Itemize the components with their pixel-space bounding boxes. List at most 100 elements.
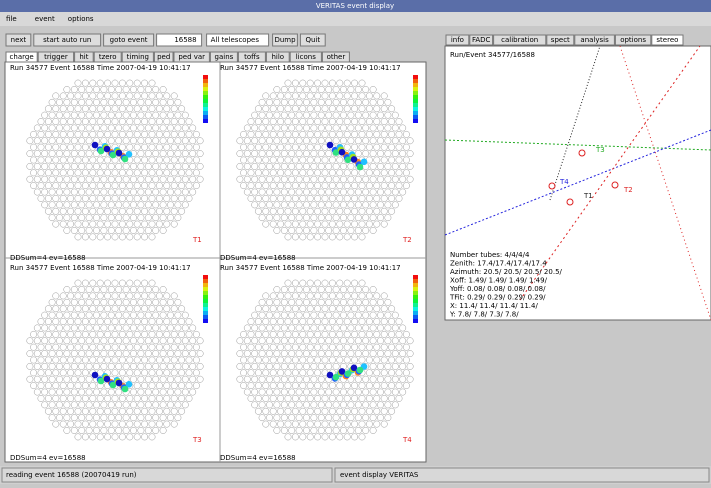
camera-pixel bbox=[163, 395, 171, 402]
camera-pixel bbox=[358, 105, 366, 113]
button[interactable] bbox=[299, 33, 326, 47]
camera-pixel bbox=[384, 388, 392, 396]
tab-label[interactable]: FADC bbox=[472, 36, 491, 44]
camera-pixel bbox=[295, 150, 303, 158]
camera-pixel bbox=[59, 420, 67, 428]
camera-pixel bbox=[167, 375, 174, 383]
tab-label[interactable]: licons bbox=[296, 53, 316, 61]
telescope-select-label[interactable]: All telescopes bbox=[211, 36, 260, 44]
event-number[interactable]: 16588 bbox=[174, 36, 196, 44]
camera-pixel bbox=[89, 382, 97, 390]
tab[interactable] bbox=[546, 34, 575, 46]
tab-label[interactable]: info bbox=[451, 36, 464, 44]
hit-pixel bbox=[338, 148, 346, 156]
camera-pixel bbox=[59, 130, 67, 138]
menu-item[interactable]: options bbox=[68, 15, 94, 23]
camera-pixel bbox=[189, 150, 197, 158]
button[interactable] bbox=[5, 33, 32, 47]
button-label[interactable]: Quit bbox=[305, 36, 320, 44]
tab[interactable] bbox=[614, 34, 652, 46]
button-label[interactable]: goto event bbox=[110, 36, 148, 44]
camera-pixel bbox=[369, 162, 377, 170]
tab[interactable] bbox=[153, 51, 174, 63]
button-label[interactable]: next bbox=[11, 36, 27, 44]
camera-pixel bbox=[369, 362, 377, 370]
camera-pixel bbox=[328, 130, 336, 138]
camera-pixel bbox=[262, 143, 270, 151]
tab-label[interactable]: gains bbox=[215, 53, 234, 61]
button[interactable] bbox=[33, 33, 102, 47]
camera-pixel bbox=[170, 292, 178, 300]
tab[interactable] bbox=[74, 51, 94, 63]
tab[interactable] bbox=[209, 51, 238, 63]
camera-pixel bbox=[141, 330, 149, 338]
camera-pixel bbox=[59, 156, 67, 164]
tab-label[interactable]: stereo bbox=[656, 36, 678, 44]
camera-pixel bbox=[56, 324, 63, 332]
tab[interactable] bbox=[237, 51, 266, 63]
tab[interactable] bbox=[265, 51, 290, 63]
tab[interactable] bbox=[121, 51, 154, 63]
camera-pixel bbox=[118, 330, 126, 338]
tab[interactable] bbox=[37, 51, 75, 63]
tab-label[interactable]: ped bbox=[157, 53, 170, 61]
camera-pixel bbox=[314, 305, 322, 313]
tab-label[interactable]: calibration bbox=[501, 36, 538, 44]
button-label[interactable]: start auto run bbox=[43, 36, 91, 44]
tab-label[interactable]: analysis bbox=[580, 36, 609, 44]
tab[interactable] bbox=[5, 51, 38, 63]
camera-pixel bbox=[362, 324, 370, 332]
tab-label[interactable]: options bbox=[620, 36, 646, 44]
button[interactable] bbox=[103, 33, 155, 47]
tab-label[interactable]: hit bbox=[79, 53, 88, 61]
tab[interactable] bbox=[93, 51, 122, 63]
camera-pixel bbox=[277, 169, 285, 177]
camera-pixel bbox=[303, 175, 310, 183]
tab-label[interactable]: trigger bbox=[44, 53, 68, 61]
tab[interactable] bbox=[574, 34, 615, 46]
menu-item[interactable]: event bbox=[35, 15, 55, 23]
camera-pixel bbox=[141, 79, 149, 87]
camera-pixel bbox=[148, 407, 156, 415]
button[interactable] bbox=[272, 33, 298, 47]
tab[interactable] bbox=[321, 51, 350, 63]
tab-label[interactable]: timing bbox=[127, 53, 149, 61]
camera-pixel bbox=[89, 156, 97, 164]
tab[interactable] bbox=[173, 51, 210, 63]
camera-pixel bbox=[280, 214, 288, 222]
telescope-select[interactable] bbox=[206, 33, 270, 47]
camera-pixel bbox=[178, 195, 186, 202]
camera-pixel bbox=[122, 98, 130, 106]
camera-pixel bbox=[384, 124, 392, 132]
camera-pixel bbox=[325, 201, 333, 209]
camera-pixel bbox=[321, 105, 329, 113]
camera-pixel bbox=[347, 111, 355, 119]
camera-pixel bbox=[67, 420, 75, 428]
tab[interactable] bbox=[493, 34, 547, 46]
camera-pixel bbox=[277, 305, 285, 313]
camera-pixel bbox=[33, 350, 41, 358]
menu-item[interactable]: file bbox=[6, 15, 17, 23]
camera-pixel bbox=[144, 375, 152, 383]
tab[interactable] bbox=[445, 34, 470, 46]
tab-label[interactable]: ped var bbox=[178, 53, 205, 61]
tab-label[interactable]: hilo bbox=[271, 53, 284, 61]
camera-pixel bbox=[314, 330, 322, 338]
camera-pixel bbox=[291, 343, 299, 351]
tab[interactable] bbox=[651, 34, 684, 46]
camera-pixel bbox=[181, 111, 189, 119]
tab-label[interactable]: spect bbox=[551, 36, 570, 44]
camera-pixel bbox=[178, 118, 186, 125]
camera-pixel bbox=[258, 375, 266, 383]
tab-label[interactable]: tzero bbox=[99, 53, 117, 61]
camera-pixel bbox=[306, 343, 314, 351]
tab-label[interactable]: charge bbox=[10, 53, 34, 61]
camera-pixel bbox=[170, 220, 178, 228]
tab-label[interactable]: toffs bbox=[244, 53, 260, 61]
button-label[interactable]: Dump bbox=[274, 36, 296, 44]
tab[interactable] bbox=[469, 34, 494, 46]
tab-label[interactable]: other bbox=[327, 53, 346, 61]
camera-pixel bbox=[291, 207, 299, 215]
event-input[interactable] bbox=[156, 33, 203, 47]
tab[interactable] bbox=[289, 51, 322, 63]
